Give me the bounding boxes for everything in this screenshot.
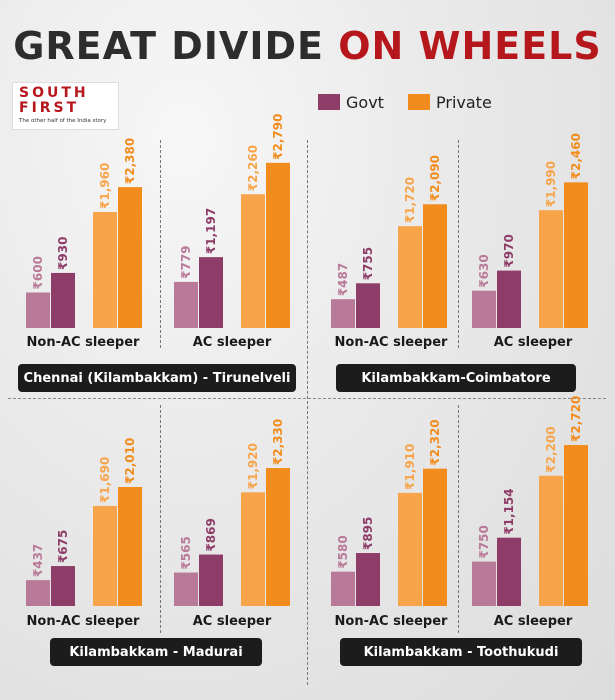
bar-value-label: ₹1,920 <box>246 443 260 489</box>
bar <box>241 194 265 328</box>
title-part-2: ON WHEELS <box>338 24 602 68</box>
bar-value-label: ₹2,010 <box>123 438 137 484</box>
bar <box>497 537 521 606</box>
bar-value-label: ₹437 <box>31 544 45 577</box>
category-label: Non-AC sleeper <box>26 614 140 629</box>
bar-value-label: ₹1,690 <box>98 457 112 503</box>
bar-value-label: ₹1,910 <box>403 444 417 490</box>
bar-value-label: ₹2,460 <box>569 133 583 179</box>
bar-value-label: ₹630 <box>477 254 491 287</box>
bar <box>241 492 265 606</box>
category-label: AC sleeper <box>493 614 573 629</box>
route-banner: Kilambakkam-Coimbatore <box>336 364 576 392</box>
bar <box>26 580 50 606</box>
bar <box>398 492 422 606</box>
bar-value-label: ₹487 <box>336 263 350 296</box>
bar-value-label: ₹565 <box>179 536 193 569</box>
route-banner: Chennai (Kilambakkam) - Tirunelveli <box>18 364 296 392</box>
bar <box>118 487 142 606</box>
bar-value-label: ₹2,320 <box>428 419 442 465</box>
bar-value-label: ₹1,960 <box>98 163 112 209</box>
bar-value-label: ₹580 <box>336 535 350 568</box>
bar <box>539 475 563 606</box>
category-label: AC sleeper <box>192 614 272 629</box>
bar-value-label: ₹2,720 <box>569 396 583 442</box>
route-banner: Kilambakkam - Toothukudi <box>340 638 582 666</box>
page-title: GREAT DIVIDE ON WHEELS <box>0 24 615 68</box>
bar-value-label: ₹2,790 <box>271 114 285 160</box>
bar-value-label: ₹2,200 <box>544 426 558 472</box>
bar <box>174 281 198 328</box>
legend-govt-swatch <box>318 94 340 110</box>
bar-value-label: ₹869 <box>204 518 218 551</box>
bar <box>398 226 422 328</box>
title-part-1: GREAT DIVIDE <box>13 24 324 68</box>
logo-line-1: SOUTH <box>19 85 89 101</box>
panel-1-divider <box>160 140 161 348</box>
bar <box>423 468 447 606</box>
bar <box>199 257 223 328</box>
row-divider <box>8 398 606 399</box>
route-banner: Kilambakkam - Madurai <box>50 638 262 666</box>
category-label: AC sleeper <box>493 335 573 350</box>
category-label: AC sleeper <box>192 335 272 350</box>
bar <box>118 187 142 328</box>
bar <box>26 292 50 328</box>
bar <box>266 162 290 328</box>
bar <box>423 204 447 328</box>
bar-value-label: ₹2,090 <box>428 155 442 201</box>
bar <box>331 299 355 328</box>
bar-value-label: ₹755 <box>361 247 375 280</box>
category-label: Non-AC sleeper <box>334 614 448 629</box>
bar-value-label: ₹2,260 <box>246 145 260 191</box>
bar-value-label: ₹1,197 <box>204 208 218 254</box>
bar <box>331 571 355 606</box>
bar-value-label: ₹1,990 <box>544 161 558 207</box>
bar-value-label: ₹930 <box>56 237 70 270</box>
bar <box>564 444 588 606</box>
legend-govt: Govt <box>318 93 384 112</box>
bar <box>472 561 496 606</box>
bar <box>93 505 117 606</box>
logo-tagline: The other half of the India story <box>19 118 107 124</box>
logo-line-2: FIRST <box>19 100 80 116</box>
bar <box>472 290 496 328</box>
bar <box>539 210 563 328</box>
bar <box>356 553 380 606</box>
legend-govt-label: Govt <box>346 93 384 112</box>
category-label: Non-AC sleeper <box>26 335 140 350</box>
bar <box>266 468 290 606</box>
bar <box>174 572 198 606</box>
bar-value-label: ₹675 <box>56 530 70 563</box>
bar-value-label: ₹1,154 <box>502 488 516 534</box>
bar <box>564 182 588 328</box>
panel-2-divider <box>458 140 459 348</box>
south-first-logo: SOUTH FIRST The other half of the India … <box>12 82 119 130</box>
bar <box>51 566 75 606</box>
bar-value-label: ₹1,720 <box>403 177 417 223</box>
bar-value-label: ₹970 <box>502 234 516 267</box>
panel-3-divider <box>160 405 161 633</box>
bar-value-label: ₹779 <box>179 245 193 278</box>
bar <box>93 211 117 328</box>
bar <box>497 270 521 328</box>
bar-value-label: ₹895 <box>361 517 375 550</box>
bar <box>356 283 380 328</box>
bar-value-label: ₹2,330 <box>271 419 285 465</box>
panel-4-divider <box>458 405 459 633</box>
bar <box>51 272 75 328</box>
legend-private: Private <box>408 93 492 112</box>
bar-value-label: ₹2,380 <box>123 138 137 184</box>
legend-private-label: Private <box>436 93 492 112</box>
center-divider <box>307 140 308 685</box>
bar-value-label: ₹600 <box>31 256 45 289</box>
bar <box>199 554 223 606</box>
category-label: Non-AC sleeper <box>334 335 448 350</box>
bar-value-label: ₹750 <box>477 525 491 558</box>
legend-private-swatch <box>408 94 430 110</box>
